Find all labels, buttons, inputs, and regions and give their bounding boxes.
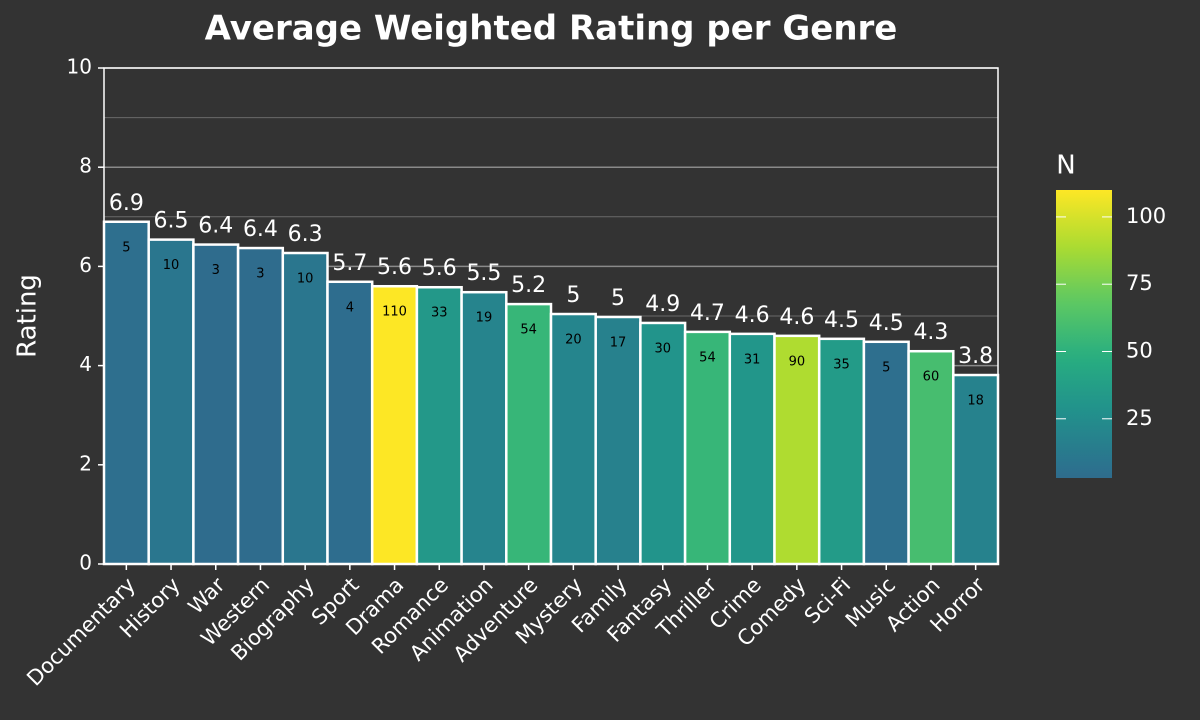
bar	[952, 373, 1000, 566]
bar	[147, 238, 195, 566]
colorbar	[1056, 190, 1112, 478]
y-tick-label: 4	[79, 352, 92, 376]
value-label: 4.3	[913, 320, 948, 345]
count-label: 5	[122, 240, 130, 255]
bar	[281, 251, 329, 566]
bar	[415, 285, 463, 566]
value-label: 5	[611, 286, 625, 311]
y-tick-label: 10	[67, 55, 92, 79]
bar	[683, 330, 732, 566]
bar	[549, 312, 597, 566]
y-tick-label: 8	[79, 154, 92, 178]
value-label: 5.6	[377, 255, 412, 280]
value-label: 5.2	[511, 273, 546, 298]
chart-title: Average Weighted Rating per Genre	[205, 9, 898, 49]
bar	[102, 220, 150, 566]
bar	[728, 332, 776, 566]
value-label: 4.5	[869, 311, 904, 336]
bar	[773, 334, 821, 566]
count-label: 5	[882, 360, 890, 375]
colorbar-tick-label: 25	[1126, 406, 1153, 430]
bar	[907, 349, 955, 566]
count-label: 90	[789, 354, 806, 369]
colorbar-title: N	[1056, 151, 1075, 181]
value-label: 4.6	[779, 305, 814, 330]
count-label: 35	[833, 357, 850, 372]
count-label: 110	[382, 305, 407, 320]
value-label: 4.5	[824, 308, 859, 333]
value-label: 5.7	[332, 251, 367, 276]
y-axis-label: Rating	[13, 274, 43, 358]
value-label: 4.7	[690, 301, 725, 326]
value-label: 6.4	[243, 217, 278, 242]
colorbar-tick-label: 75	[1126, 271, 1153, 295]
count-label: 3	[256, 267, 264, 282]
bar	[505, 302, 553, 566]
count-label: 10	[297, 272, 314, 287]
value-label: 6.9	[109, 191, 144, 216]
count-label: 54	[699, 350, 716, 365]
bar	[594, 315, 642, 566]
count-label: 19	[476, 311, 493, 326]
count-label: 31	[744, 352, 761, 367]
count-label: 54	[520, 323, 537, 338]
bar	[236, 246, 285, 566]
value-label: 4.6	[735, 303, 770, 328]
y-tick-label: 2	[79, 451, 92, 475]
count-label: 18	[967, 394, 984, 409]
colorbar-tick-label: 100	[1126, 204, 1166, 228]
y-tick-label: 0	[79, 551, 92, 575]
bar	[326, 280, 374, 566]
value-label: 5	[566, 283, 580, 308]
value-label: 5.6	[422, 256, 457, 281]
value-label: 6.3	[288, 222, 323, 247]
colorbar-tick-label: 50	[1126, 338, 1153, 362]
count-label: 3	[212, 263, 220, 278]
value-label: 3.8	[958, 344, 993, 369]
value-label: 4.9	[645, 292, 680, 317]
count-label: 17	[610, 335, 627, 350]
value-label: 6.4	[198, 214, 233, 239]
count-label: 33	[431, 306, 448, 321]
bar	[639, 321, 687, 566]
value-label: 6.5	[154, 209, 189, 234]
count-label: 60	[923, 370, 940, 385]
bar	[192, 243, 240, 566]
y-tick-label: 6	[79, 253, 92, 277]
count-label: 4	[346, 300, 354, 315]
bar	[460, 290, 508, 566]
count-label: 30	[654, 341, 671, 356]
bar	[370, 284, 419, 566]
bar	[817, 337, 866, 566]
value-label: 5.5	[466, 261, 501, 286]
count-label: 10	[163, 258, 180, 273]
count-label: 20	[565, 333, 582, 348]
